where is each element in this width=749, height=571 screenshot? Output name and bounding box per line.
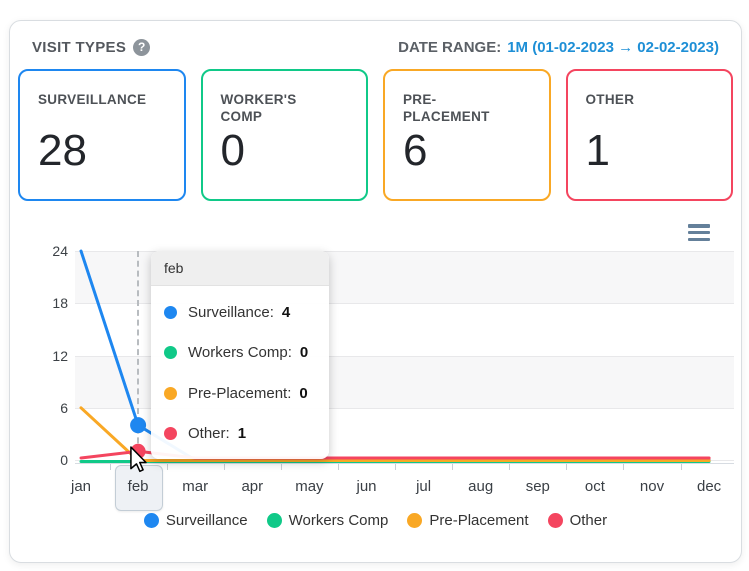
tooltip-row: Pre-Placement: 0 (151, 373, 329, 414)
x-axis-label-jul: jul (416, 478, 432, 495)
card-label: OTHER (585, 92, 635, 107)
data-point-other[interactable] (130, 443, 146, 459)
y-axis-label: 24 (52, 243, 68, 259)
data-point-surveillance[interactable] (130, 417, 147, 434)
card-value: 6 (403, 126, 428, 175)
x-axis-label-mar: mar (182, 478, 209, 495)
series-color-dot-icon (164, 386, 177, 400)
series-color-dot-icon (164, 305, 177, 319)
date-range-label: DATE RANGE: (398, 38, 502, 56)
legend-dot-icon (547, 513, 563, 528)
legend-item-surveillance[interactable]: Surveillance (143, 512, 248, 529)
legend-item-workers-comp[interactable]: Workers Comp (266, 512, 389, 529)
visit-card-surveillance[interactable]: SURVEILLANCE 28 (18, 69, 186, 201)
legend-label: Workers Comp (288, 512, 389, 529)
legend-dot-icon (143, 513, 159, 528)
chart-legend: Surveillance Workers Comp Pre-Placement Oth… (10, 512, 741, 529)
tooltip-series-label: Surveillance: (188, 303, 274, 321)
visits-line-chart: 0 6 12 18 24 jan feb mar apr may jun jul aug sep oct no… (10, 216, 741, 546)
legend-item-pre-placement[interactable]: Pre-Placement (407, 512, 529, 529)
series-color-dot-icon (164, 346, 177, 360)
series-lines (79, 249, 711, 463)
x-axis-label-may: may (295, 478, 324, 495)
card-label: WORKER'S COMP (220, 92, 297, 124)
tooltip-series-label: Other: (188, 425, 230, 443)
tooltip-series-label: Pre-Placement: (188, 384, 292, 402)
card-value: 1 (585, 126, 610, 175)
hamburger-menu-icon[interactable] (688, 224, 710, 241)
tooltip-row: Other: 1 (151, 414, 329, 455)
legend-item-other[interactable]: Other (547, 512, 608, 529)
tooltip-series-value: 0 (299, 384, 308, 402)
panel-header: VISIT TYPES ? DATE RANGE: 1M (01-02-2023… (10, 35, 741, 59)
visit-card-worker-s-comp[interactable]: WORKER'S COMP 0 (200, 69, 368, 201)
x-axis-label-jun: jun (356, 478, 377, 495)
legend-label: Pre-Placement (429, 512, 529, 529)
card-label: SURVEILLANCE (38, 92, 147, 107)
x-axis-label-oct: oct (584, 478, 605, 495)
series-color-dot-icon (164, 427, 177, 441)
card-value: 0 (220, 126, 245, 175)
card-value: 28 (38, 126, 87, 175)
panel-title: VISIT TYPES (32, 38, 127, 56)
y-axis-label: 0 (60, 452, 68, 468)
legend-dot-icon (266, 513, 282, 528)
x-axis-label-feb: feb (127, 478, 149, 495)
x-axis-label-apr: apr (241, 478, 264, 495)
tooltip-body: Surveillance: 4 Workers Comp: 0 Pre-Placemen… (151, 286, 329, 454)
y-axis-label: 12 (52, 347, 68, 364)
tooltip-series-label: Workers Comp: (188, 344, 292, 362)
x-axis-label-dec: dec (697, 478, 722, 495)
visit-card-other[interactable]: OTHER 1 (565, 69, 733, 201)
legend-label: Other (569, 512, 608, 529)
date-range-value[interactable]: 1M (01-02-2023 → 02-02-2023) (507, 38, 719, 56)
tooltip-row: Surveillance: 4 (151, 292, 329, 333)
legend-dot-icon (407, 513, 423, 528)
tooltip-title: feb (151, 251, 329, 286)
x-axis-label-nov: nov (639, 478, 665, 495)
y-axis-label: 18 (52, 295, 68, 312)
tooltip-row: Workers Comp: 0 (151, 333, 329, 374)
legend-label: Surveillance (165, 512, 248, 529)
card-label: PRE-PLACEMENT (403, 92, 490, 124)
x-axis-label-sep: sep (525, 478, 550, 495)
tooltip-series-value: 1 (237, 425, 247, 443)
y-axis-label: 6 (60, 399, 68, 416)
help-icon[interactable]: ? (133, 38, 151, 56)
visit-types-panel: VISIT TYPES ? DATE RANGE: 1M (01-02-2023… (9, 20, 742, 563)
chart-tooltip: feb Surveillance: 4 Workers Comp: 0 Pre-Place… (151, 251, 329, 459)
x-axis-label-jan: jan (70, 478, 92, 495)
x-axis-label-aug: aug (468, 478, 494, 495)
highlighted-category-box (115, 465, 164, 511)
tooltip-series-value: 0 (299, 344, 309, 362)
tooltip-series-value: 4 (281, 303, 291, 321)
visit-card-pre-placement[interactable]: PRE-PLACEMENT 6 (383, 69, 551, 201)
kpi-cards-row: SURVEILLANCE 28 WORKER'S COMP 0 PRE-PLACEMEN… (18, 69, 733, 201)
